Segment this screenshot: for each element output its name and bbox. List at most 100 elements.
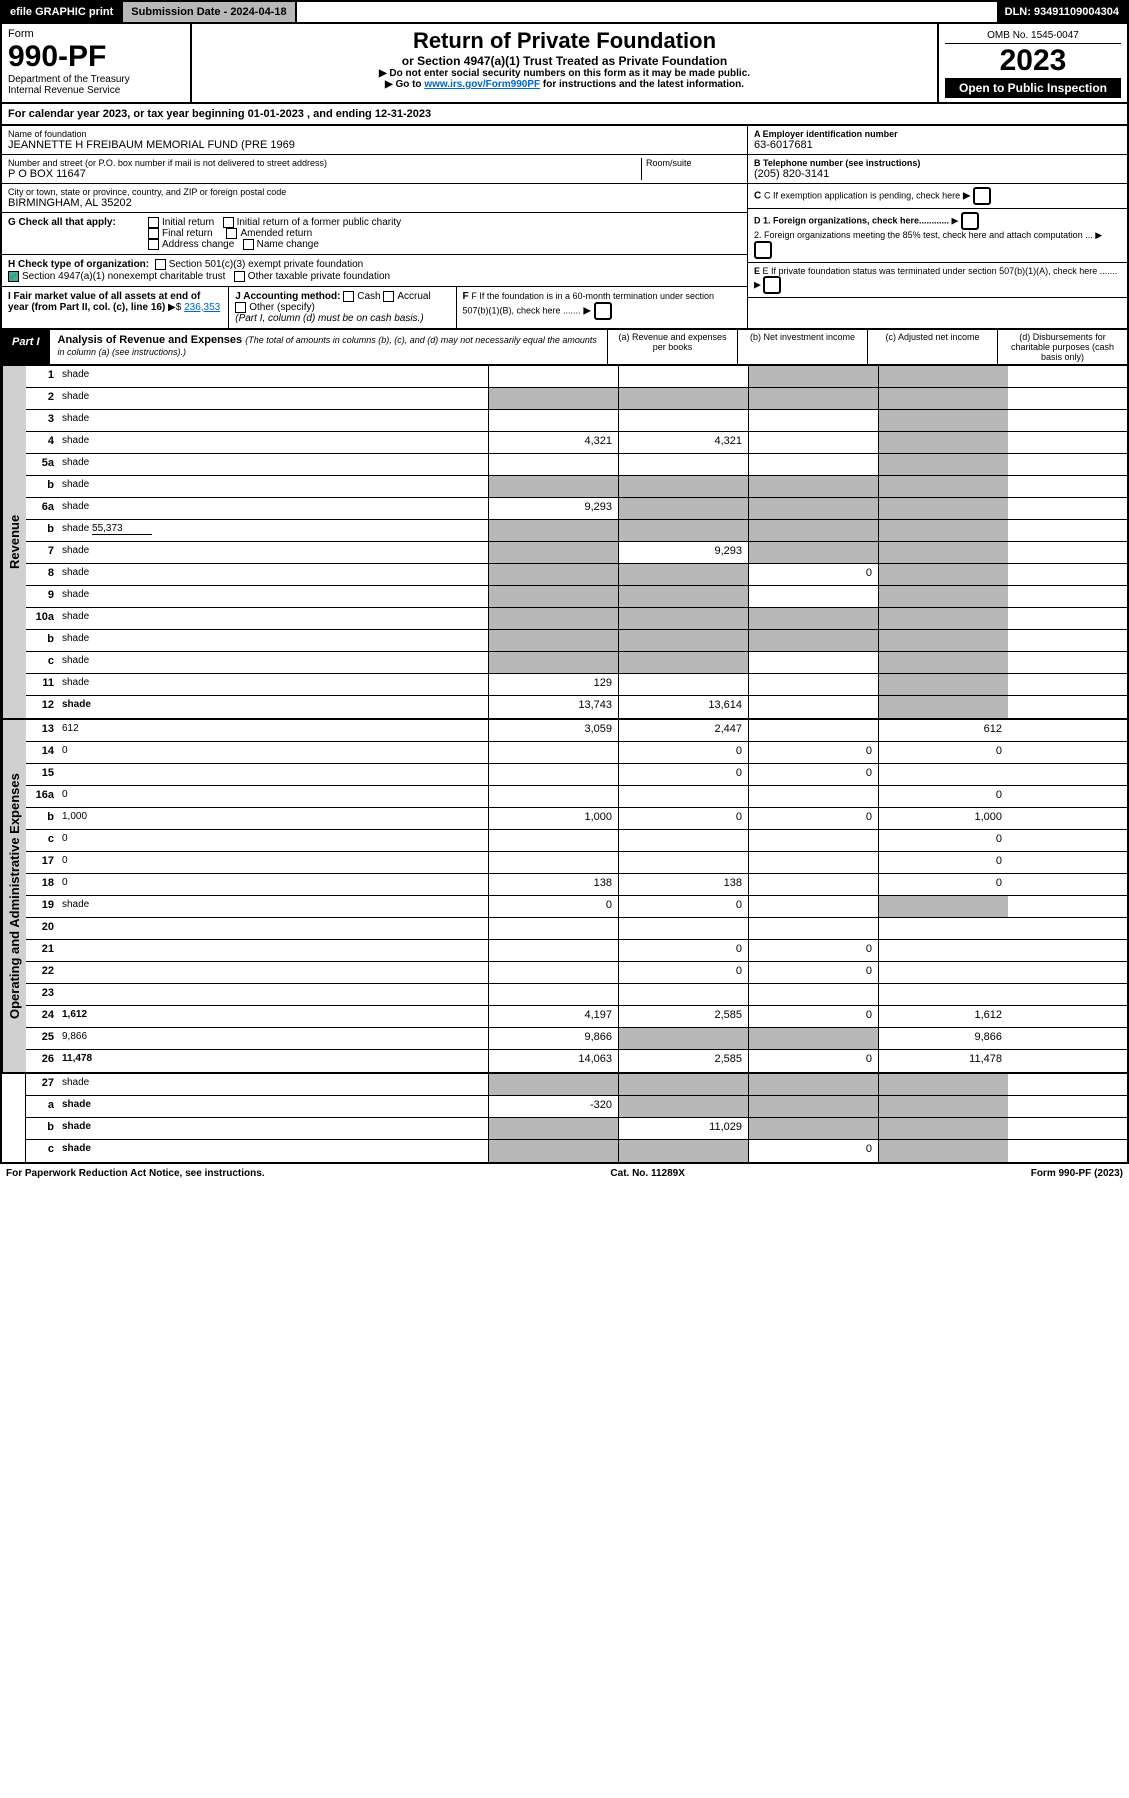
checkbox-initial[interactable] <box>148 217 159 228</box>
row-num: 18 <box>26 874 58 895</box>
cell: 0 <box>618 808 748 829</box>
cell <box>748 454 878 475</box>
checkbox-f[interactable] <box>594 302 612 320</box>
cell: 0 <box>878 852 1008 873</box>
cell-shaded <box>618 388 748 409</box>
row-num: 22 <box>26 962 58 983</box>
cell-shaded <box>878 520 1008 541</box>
cell: 0 <box>618 940 748 961</box>
cell <box>618 984 748 1005</box>
room-label: Room/suite <box>646 158 741 168</box>
cell <box>488 454 618 475</box>
checkbox-other-taxable[interactable] <box>234 271 245 282</box>
col-d-hdr: (d) Disbursements for charitable purpose… <box>997 330 1127 364</box>
cell-shaded <box>488 652 618 673</box>
checkbox-final[interactable] <box>148 228 159 239</box>
cell: 0 <box>618 764 748 785</box>
cell-shaded <box>748 1118 878 1139</box>
cell <box>748 852 878 873</box>
cell: 0 <box>618 896 748 917</box>
checkbox-amended[interactable] <box>226 228 237 239</box>
checkbox-d2[interactable] <box>754 241 772 259</box>
part1-header: Part I Analysis of Revenue and Expenses … <box>0 330 1129 366</box>
phone: (205) 820-3141 <box>754 168 1121 180</box>
g-row: G Check all that apply: Initial return I… <box>2 213 747 255</box>
checkbox-d1[interactable] <box>961 212 979 230</box>
cell-shaded <box>878 608 1008 629</box>
cell <box>748 720 878 741</box>
checkbox-other-method[interactable] <box>235 302 246 313</box>
calendar-year: For calendar year 2023, or tax year begi… <box>0 104 1129 126</box>
cell <box>488 940 618 961</box>
checkbox-4947[interactable]: ✔ <box>8 271 19 282</box>
table-row: 1700 <box>26 852 1127 874</box>
expenses-table: Operating and Administrative Expenses 13… <box>0 720 1129 1074</box>
row-num: 9 <box>26 586 58 607</box>
cell: 0 <box>748 1050 878 1072</box>
cell: 4,197 <box>488 1006 618 1027</box>
submission-date: Submission Date - 2024-04-18 <box>121 2 296 22</box>
cell: 0 <box>618 962 748 983</box>
row-desc: shade <box>58 652 488 673</box>
cell <box>878 940 1008 961</box>
checkbox-e[interactable] <box>763 276 781 294</box>
row-num: 11 <box>26 674 58 695</box>
row-num: 14 <box>26 742 58 763</box>
cell-shaded <box>618 586 748 607</box>
fmv-link[interactable]: 236,353 <box>184 302 220 313</box>
cell <box>878 962 1008 983</box>
table-row: b1,0001,000001,000 <box>26 808 1127 830</box>
cell <box>618 918 748 939</box>
cell <box>748 830 878 851</box>
row-num: c <box>26 830 58 851</box>
row-desc: 1,000 <box>58 808 488 829</box>
table-row: 1500 <box>26 764 1127 786</box>
cell-shaded <box>488 520 618 541</box>
cell: 13,743 <box>488 696 618 718</box>
row-num: a <box>26 1096 58 1117</box>
cell-shaded <box>618 498 748 519</box>
cell-shaded <box>618 1140 748 1162</box>
table-row: 11shade129 <box>26 674 1127 696</box>
row-desc: shade <box>58 674 488 695</box>
row-desc: shade <box>58 388 488 409</box>
form-word: Form <box>8 28 184 40</box>
cell <box>748 896 878 917</box>
irs-link[interactable]: www.irs.gov/Form990PF <box>424 79 540 90</box>
row-desc: shade <box>58 498 488 519</box>
checkbox-name[interactable] <box>243 239 254 250</box>
col-b-hdr: (b) Net investment income <box>737 330 867 364</box>
cell-shaded <box>878 564 1008 585</box>
city-label: City or town, state or province, country… <box>8 187 741 197</box>
table-row: 8shade0 <box>26 564 1127 586</box>
irs: Internal Revenue Service <box>8 85 184 96</box>
row-desc: shade <box>58 1074 488 1095</box>
table-row: 19shade00 <box>26 896 1127 918</box>
table-row: 1shade <box>26 366 1127 388</box>
checkbox-cash[interactable] <box>343 291 354 302</box>
row-num: b <box>26 1118 58 1139</box>
cell <box>878 918 1008 939</box>
cell-shaded <box>878 454 1008 475</box>
checkbox-address[interactable] <box>148 239 159 250</box>
form-title: Return of Private Foundation <box>198 28 931 54</box>
table-row: 9shade <box>26 586 1127 608</box>
cell <box>488 366 618 387</box>
row-desc: shade <box>58 586 488 607</box>
cell <box>878 984 1008 1005</box>
checkbox-accrual[interactable] <box>383 291 394 302</box>
cell-shaded <box>618 630 748 651</box>
row-desc: shade <box>58 454 488 475</box>
checkbox-initial-former[interactable] <box>223 217 234 228</box>
cell-shaded <box>488 1074 618 1095</box>
table-row: 16a00 <box>26 786 1127 808</box>
row-desc: 0 <box>58 830 488 851</box>
row-desc: 0 <box>58 742 488 763</box>
checkbox-c[interactable] <box>973 187 991 205</box>
checkbox-501c3[interactable] <box>155 259 166 270</box>
row-num: 7 <box>26 542 58 563</box>
table-row: 5ashade <box>26 454 1127 476</box>
table-row: 4shade4,3214,321 <box>26 432 1127 454</box>
footer-mid: Cat. No. 11289X <box>610 1168 684 1179</box>
row-num: 15 <box>26 764 58 785</box>
